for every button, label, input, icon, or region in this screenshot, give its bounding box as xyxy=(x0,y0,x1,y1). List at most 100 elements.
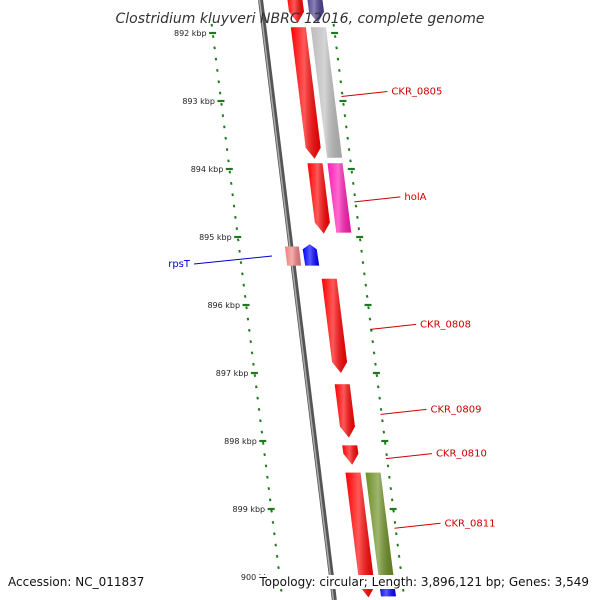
scale-dot-right xyxy=(367,306,370,310)
label-layer: 892 kbp 893 kbp 894 kbp 895 kbp 896 kbp 897 k… xyxy=(168,29,495,582)
scale-dot-left xyxy=(236,238,240,242)
scale-dot-left xyxy=(241,272,244,276)
scale-dot-right xyxy=(340,91,344,95)
scale-dot-left xyxy=(280,588,283,592)
scale-dot-left xyxy=(253,374,257,378)
gene-feature-shading xyxy=(287,0,304,23)
leader-line xyxy=(370,323,417,330)
scale-dot-right xyxy=(383,441,387,445)
scale-dot-left xyxy=(225,148,229,152)
scale-dot-right xyxy=(332,23,336,27)
scale-dot-left xyxy=(246,317,250,321)
leader-line xyxy=(354,196,401,203)
scale-dot-left xyxy=(228,170,232,174)
leader-line xyxy=(193,255,273,265)
scale-dot-left xyxy=(254,385,258,389)
scale-dot-right xyxy=(368,317,372,321)
scale-dot-right xyxy=(338,68,341,72)
scale-dot-left xyxy=(271,520,275,524)
topology-text: Topology: circular; Length: 3,896,121 bp… xyxy=(259,575,589,589)
leader-line xyxy=(341,91,388,97)
gene-feature-shading xyxy=(290,27,321,159)
scale-dot-left xyxy=(267,487,271,491)
scale-dot-left xyxy=(211,35,215,39)
scale-dot-left xyxy=(243,294,247,298)
scale-dot-right xyxy=(374,362,377,366)
scale-dot-right xyxy=(357,227,361,231)
scale-dot-right xyxy=(382,430,386,434)
scale-dot-left xyxy=(242,283,246,287)
gene-feature-shading xyxy=(345,472,375,598)
scale-dot-right xyxy=(392,509,395,513)
scale-dot-right xyxy=(361,261,365,265)
scale-dot-right xyxy=(395,532,398,536)
scale-dot-left xyxy=(270,509,273,513)
scale-dot-right xyxy=(364,283,368,287)
scale-dot-left xyxy=(223,125,226,129)
leader-line xyxy=(394,522,441,529)
kbp-label: 897 kbp xyxy=(216,369,249,378)
scale-dot-right xyxy=(390,498,394,502)
kbp-label: 895 kbp xyxy=(199,233,232,242)
scale-dot-right xyxy=(347,148,351,152)
scale-dot-left xyxy=(249,340,252,344)
gene-label-ckr-0805: CKR_0805 xyxy=(391,87,442,98)
kbp-label: 896 kbp xyxy=(207,301,240,310)
scale-dot-left xyxy=(268,498,272,502)
kbp-label: 894 kbp xyxy=(191,165,224,174)
scale-dot-right xyxy=(363,272,366,276)
scale-dot-right xyxy=(358,238,362,242)
scale-dot-left xyxy=(245,306,248,310)
scale-dot-right xyxy=(396,543,399,547)
scale-dot-left xyxy=(259,419,262,423)
gene-label-rpst: rpsT xyxy=(168,259,191,270)
scale-dot-right xyxy=(381,419,384,423)
scale-dot-left xyxy=(266,475,269,479)
scale-dot-right xyxy=(378,396,381,400)
scale-dot-right xyxy=(389,487,393,491)
scale-dot-left xyxy=(213,46,216,50)
scale-dot-right xyxy=(376,385,380,389)
gene-layer xyxy=(284,0,396,598)
scale-dot-right xyxy=(336,57,340,61)
scale-dot-right xyxy=(388,475,391,479)
gene-feature-shading xyxy=(307,163,330,234)
scale-dot-left xyxy=(214,57,218,61)
gene-ckr-0809-shading xyxy=(334,384,355,438)
scale-dot-right xyxy=(345,125,348,129)
scale-dot-right xyxy=(385,453,388,457)
scale-dot-right xyxy=(335,46,338,50)
scale-dot-right xyxy=(402,588,405,592)
scale-dot-right xyxy=(379,407,383,411)
gene-feature-shading xyxy=(302,244,320,266)
map-title: Clostridium kluyveri NBRC 12016, complet… xyxy=(115,11,484,27)
scale-dot-left xyxy=(263,453,266,457)
scale-dot-right xyxy=(375,374,379,378)
kbp-label: 892 kbp xyxy=(174,29,207,38)
backbone-layer xyxy=(258,0,337,600)
scale-dot-left xyxy=(264,464,268,468)
scale-dot-left xyxy=(218,91,222,95)
scale-dot-left xyxy=(261,441,265,445)
scale-dot-right xyxy=(343,114,347,118)
gene-label-hola: holA xyxy=(404,192,426,203)
scale-dot-left xyxy=(227,159,230,163)
scale-dot-right xyxy=(333,35,337,39)
gene-label-ckr-0811: CKR_0811 xyxy=(445,518,496,529)
scale-dot-left xyxy=(231,193,234,197)
scale-dot-left xyxy=(232,204,236,208)
scale-dot-right xyxy=(353,193,356,197)
leader-line xyxy=(380,408,427,415)
scale-dot-right xyxy=(354,204,358,208)
gene-label-ckr-0808: CKR_0808 xyxy=(420,319,471,330)
scale-dot-left xyxy=(220,102,223,106)
scale-dot-left xyxy=(224,136,227,140)
scale-dot-left xyxy=(252,362,255,366)
scale-dot-right xyxy=(346,136,349,140)
scale-dot-right xyxy=(393,520,397,524)
gene-ckr-0811-shading xyxy=(365,472,394,576)
gene-ckr-0808-shading xyxy=(321,278,348,373)
scale-dot-right xyxy=(360,249,363,253)
scale-dot-left xyxy=(277,566,280,570)
scale-dot-right xyxy=(339,80,343,84)
